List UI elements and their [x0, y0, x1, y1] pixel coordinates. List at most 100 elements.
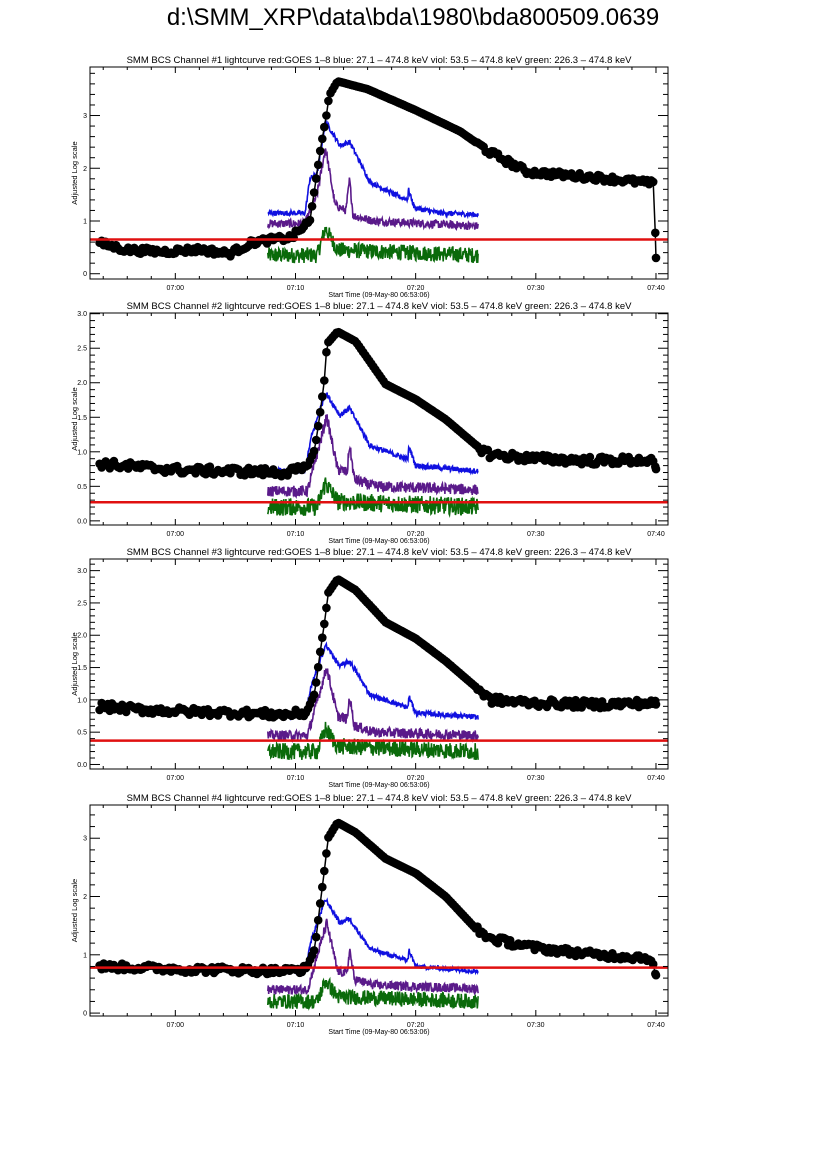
x-tick-label: 07:00 — [167, 531, 185, 538]
series-black-marker — [322, 347, 331, 357]
x-tick-label: 07:00 — [167, 285, 185, 292]
x-axis-label: Start Time (09-May-80 06:53:06) — [328, 1029, 429, 1036]
series-black-marker — [648, 177, 658, 187]
y-tick-label: 0.5 — [77, 484, 87, 491]
y-tick-label: 0.0 — [77, 518, 87, 525]
series-black-marker — [651, 253, 661, 263]
series-violet-line — [267, 414, 479, 500]
series-black-marker — [313, 421, 323, 431]
x-tick-label: 07:40 — [647, 285, 665, 292]
plot-frame — [89, 804, 669, 1017]
y-axis-label: Adjusted Log scale — [70, 879, 79, 942]
x-tick-label: 07:40 — [647, 775, 665, 782]
chart-panel-3: SMM BCS Channel #3 lightcurve red:GOES 1… — [70, 547, 669, 789]
x-tick-label: 07:30 — [527, 285, 545, 292]
y-tick-label: 1.5 — [77, 665, 87, 672]
series-black-marker — [324, 96, 333, 106]
series-blue-line — [267, 897, 479, 976]
x-tick-label: 07:20 — [407, 531, 425, 538]
x-tick-label: 07:00 — [167, 775, 185, 782]
x-tick-label: 07:00 — [167, 1022, 185, 1029]
y-tick-label: 0.5 — [77, 730, 87, 737]
series-black-marker — [313, 160, 323, 170]
x-axis-label: Start Time (09-May-80 06:53:06) — [328, 782, 429, 789]
series-black-marker — [320, 866, 329, 876]
series-black-marker — [311, 932, 321, 942]
chart-title: SMM BCS Channel #2 lightcurve red:GOES 1… — [127, 301, 633, 312]
x-tick-label: 07:20 — [407, 775, 425, 782]
y-tick-label: 1 — [83, 952, 87, 959]
x-tick-label: 07:10 — [287, 1022, 305, 1029]
series-black-marker — [577, 703, 586, 712]
series-black-marker — [311, 678, 321, 687]
x-tick-label: 07:40 — [647, 1022, 665, 1029]
series-violet-line — [267, 918, 479, 997]
series-black-marker — [651, 464, 661, 474]
series-green-line — [267, 721, 479, 761]
series-black-marker — [309, 446, 319, 456]
series-black-marker — [305, 215, 315, 225]
y-tick-label: 2.5 — [77, 346, 87, 353]
y-tick-label: 2.0 — [77, 380, 87, 387]
series-black-marker — [648, 959, 658, 969]
y-tick-label: 0 — [83, 271, 87, 278]
series-black-marker — [311, 435, 321, 445]
y-tick-label: 2 — [83, 166, 87, 173]
series-black-marker — [315, 647, 325, 657]
x-tick-label: 07:40 — [647, 531, 665, 538]
series-black-marker — [483, 445, 493, 455]
series-black-marker — [320, 376, 329, 385]
x-tick-label: 07:30 — [527, 775, 545, 782]
chart-panel-4: SMM BCS Channel #4 lightcurve red:GOES 1… — [70, 793, 669, 1036]
series-green-line — [267, 226, 479, 264]
chart-panel-2: SMM BCS Channel #2 lightcurve red:GOES 1… — [70, 301, 669, 545]
y-tick-label: 2.0 — [77, 633, 87, 640]
y-tick-label: 2.5 — [77, 600, 87, 607]
y-axis-label: Adjusted Log scale — [70, 387, 79, 450]
series-black-marker — [309, 946, 319, 955]
series-black-marker — [315, 146, 325, 156]
series-black-marker — [651, 700, 661, 709]
plot-frame — [89, 66, 669, 280]
y-tick-label: 0 — [83, 1011, 87, 1018]
plot-frame — [89, 312, 669, 526]
series-black-marker — [315, 407, 325, 417]
series-black-marker — [318, 633, 327, 642]
x-tick-label: 07:20 — [407, 1022, 425, 1029]
page-title: d:\SMM_XRP\data\bda\1980\bda800509.0639 — [166, 4, 660, 31]
x-tick-label: 07:20 — [407, 285, 425, 292]
series-black-marker — [313, 662, 323, 672]
series-black-marker — [651, 228, 660, 238]
y-tick-label: 3 — [83, 836, 87, 843]
series-black-marker — [318, 134, 327, 144]
y-tick-label: 1 — [83, 218, 87, 225]
plot-frame — [89, 558, 669, 770]
series-black-marker — [309, 188, 319, 197]
series-black-marker — [322, 111, 331, 120]
x-tick-label: 07:10 — [287, 285, 305, 292]
y-tick-label: 1.0 — [77, 697, 87, 704]
series-black-marker — [315, 899, 325, 908]
series-violet-line — [267, 668, 479, 744]
series-black-marker — [318, 882, 327, 892]
series-black-marker — [318, 392, 327, 401]
y-axis-label: Adjusted Log scale — [70, 141, 79, 204]
y-tick-label: 2 — [83, 894, 87, 901]
series-black-marker — [205, 462, 215, 472]
series-black-marker — [585, 452, 595, 462]
series-blue-line — [267, 392, 479, 477]
series-black-marker — [322, 849, 331, 858]
y-tick-label: 3.0 — [77, 568, 87, 575]
chart-title: SMM BCS Channel #4 lightcurve red:GOES 1… — [127, 793, 633, 804]
series-black-marker — [313, 915, 323, 925]
series-green-line — [267, 976, 479, 1011]
series-black-marker — [320, 619, 329, 629]
series-black-marker — [320, 122, 329, 132]
series-black-marker — [311, 174, 321, 183]
x-axis-label: Start Time (09-May-80 06:53:06) — [328, 292, 429, 299]
series-green-line — [267, 477, 479, 518]
series-black-marker — [309, 690, 319, 700]
x-tick-label: 07:10 — [287, 531, 305, 538]
chart-title: SMM BCS Channel #3 lightcurve red:GOES 1… — [127, 547, 633, 558]
